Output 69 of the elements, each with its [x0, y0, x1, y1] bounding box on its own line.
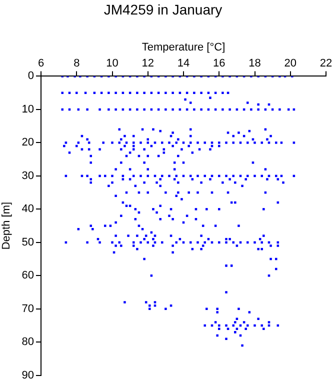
point: [132, 241, 135, 244]
y-tick-label: 50: [22, 236, 34, 248]
y-tick-label: 40: [22, 203, 34, 216]
point: [146, 174, 150, 178]
point: [260, 174, 264, 178]
point: [90, 181, 92, 184]
y-tick-label: 90: [22, 369, 34, 382]
point: [75, 144, 78, 148]
y-axis-title: Depth [m]: [0, 202, 13, 250]
point: [175, 241, 178, 244]
point: [204, 324, 206, 327]
point: [274, 258, 278, 260]
point: [132, 144, 135, 148]
x-tick-label: 18: [248, 58, 261, 70]
y-tick-label: 80: [22, 336, 34, 348]
point: [77, 228, 80, 230]
point: [232, 134, 235, 138]
point: [260, 248, 264, 250]
point: [218, 241, 220, 244]
point: [218, 144, 220, 148]
point: [90, 154, 92, 158]
point: [104, 174, 106, 178]
y-tick-label: 10: [22, 103, 34, 116]
point: [204, 241, 206, 244]
point: [132, 134, 135, 138]
point: [175, 194, 178, 198]
point: [189, 241, 192, 244]
point: [218, 324, 220, 327]
point: [274, 174, 278, 178]
point: [146, 241, 150, 244]
point: [232, 174, 235, 178]
point: [146, 154, 150, 158]
point: [246, 174, 249, 178]
chart-title: JM4259 in January: [104, 1, 222, 18]
point: [146, 191, 150, 194]
point: [160, 174, 164, 178]
x-tick-label: 8: [74, 58, 80, 70]
point: [61, 108, 64, 111]
y-tick-label: 30: [22, 170, 34, 182]
y-tick-label: 20: [22, 136, 34, 149]
x-tick-label: 12: [142, 58, 154, 70]
point: [246, 241, 249, 244]
point: [175, 174, 178, 178]
point: [189, 128, 192, 131]
y-tick-label: 60: [22, 270, 34, 282]
point: [246, 324, 249, 327]
y-tick-label: 0: [28, 70, 34, 82]
point: [232, 241, 235, 244]
point: [260, 241, 264, 244]
point: [232, 324, 235, 327]
point: [274, 268, 278, 270]
point: [260, 324, 264, 327]
point: [189, 134, 192, 138]
point: [118, 128, 121, 131]
point: [218, 174, 220, 178]
x-tick-label: 10: [106, 58, 118, 70]
point: [141, 228, 144, 230]
point: [189, 174, 192, 178]
x-tick-label: 22: [320, 58, 332, 70]
x-tick-label: 14: [177, 58, 190, 70]
point: [204, 174, 206, 178]
x-tick-label: 16: [213, 58, 226, 70]
x-axis-title: Temperature [°C]: [142, 41, 226, 54]
point: [160, 241, 164, 244]
x-tick-label: 6: [38, 58, 44, 70]
y-tick-label: 70: [22, 302, 34, 315]
point: [132, 174, 135, 178]
x-tick-label: 20: [284, 58, 296, 70]
point: [118, 241, 121, 244]
